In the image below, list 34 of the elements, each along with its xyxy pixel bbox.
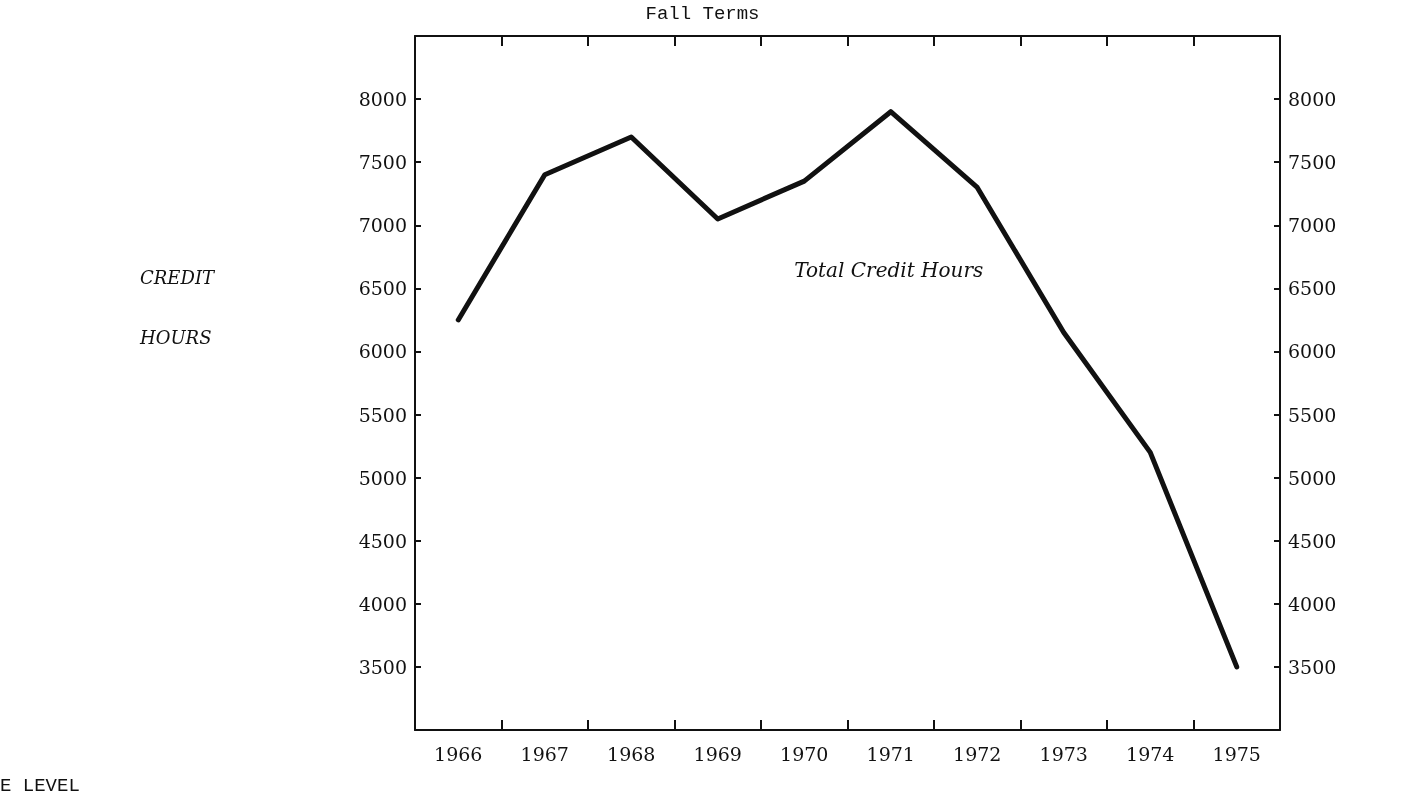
y-tick-label: 7000 (358, 214, 407, 237)
x-tick-label: 1972 (953, 742, 1002, 765)
y2-tick-label: 6500 (1288, 277, 1337, 300)
y-tick-label: 6000 (358, 340, 407, 363)
y-tick-label: 7500 (358, 151, 407, 174)
y-tick-label: 4000 (358, 592, 407, 615)
y2-tick-label: 7500 (1288, 151, 1337, 174)
x-tick-label: 1969 (693, 742, 742, 765)
x-tick-label: 1968 (607, 742, 656, 765)
x-tick-label: 1974 (1126, 742, 1175, 765)
x-tick-label: 1975 (1212, 742, 1261, 765)
y2-tick-label: 5500 (1288, 403, 1337, 426)
x-tick-label: 1966 (434, 742, 483, 765)
y2-tick-label: 3500 (1288, 655, 1337, 678)
x-tick-label: 1971 (866, 742, 915, 765)
y2-tick-label: 4500 (1288, 529, 1337, 552)
x-tick-label: 1970 (780, 742, 829, 765)
y2-tick-label: 6000 (1288, 340, 1337, 363)
y-tick-label: 3500 (358, 655, 407, 678)
series-label: Total Credit Hours (794, 257, 984, 282)
y-tick-label: 5000 (358, 466, 407, 489)
y2-tick-label: 8000 (1288, 88, 1337, 111)
x-tick-label: 1973 (1039, 742, 1088, 765)
chart-title: Fall Terms (645, 2, 760, 25)
y2-tick-label: 4000 (1288, 592, 1337, 615)
text: CREDIT HOURS (140, 266, 215, 348)
x-tick-label: 1967 (520, 742, 569, 765)
y-tick-label: 8000 (358, 88, 407, 111)
text: E LEVEL (0, 774, 80, 797)
y-tick-label: 6500 (358, 277, 407, 300)
y2-tick-label: 7000 (1288, 214, 1337, 237)
y2-tick-label: 5000 (1288, 466, 1337, 489)
y-tick-label: 4500 (358, 529, 407, 552)
y-tick-label: 5500 (358, 403, 407, 426)
